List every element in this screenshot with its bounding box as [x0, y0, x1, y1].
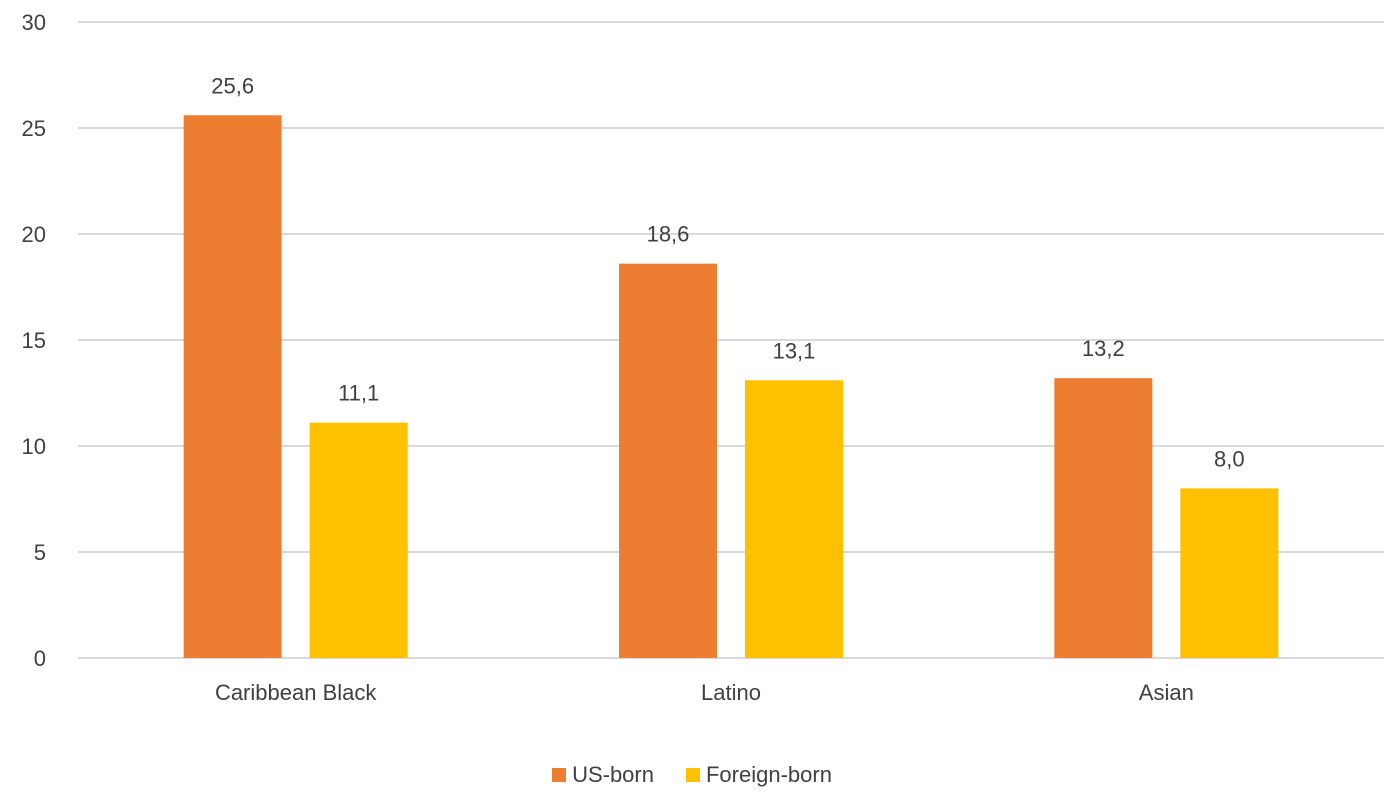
bar: [1180, 488, 1279, 658]
x-tick-label: Asian: [1139, 680, 1194, 705]
legend-item-us-born: US-born: [552, 762, 654, 788]
bar: [309, 422, 408, 658]
bar: [745, 380, 843, 658]
legend-swatch-foreign-born: [685, 768, 700, 782]
y-tick-label: 30: [22, 10, 46, 35]
y-tick-label: 0: [34, 646, 46, 671]
legend-label-us-born: US-born: [572, 762, 654, 787]
legend: US-born Foreign-born: [0, 760, 1384, 790]
y-tick-label: 25: [22, 116, 46, 141]
legend-item-foreign-born: Foreign-born: [685, 762, 832, 788]
y-tick-label: 20: [22, 222, 46, 247]
x-tick-label: Caribbean Black: [215, 680, 377, 705]
legend-label-foreign-born: Foreign-born: [705, 762, 832, 787]
data-label: 13,1: [773, 338, 816, 363]
y-tick-label: 15: [22, 328, 46, 353]
bar: [619, 263, 717, 658]
bar: [183, 115, 282, 658]
y-tick-label: 5: [34, 540, 46, 565]
data-label: 11,1: [338, 381, 379, 406]
y-tick-label: 10: [22, 434, 46, 459]
data-label: 8,0: [1214, 446, 1245, 471]
data-label: 25,6: [211, 73, 254, 98]
x-tick-label: Latino: [701, 680, 761, 705]
data-label: 13,2: [1082, 336, 1125, 361]
bar: [1054, 378, 1153, 658]
data-label: 18,6: [647, 222, 690, 247]
legend-swatch-us-born: [552, 768, 567, 782]
